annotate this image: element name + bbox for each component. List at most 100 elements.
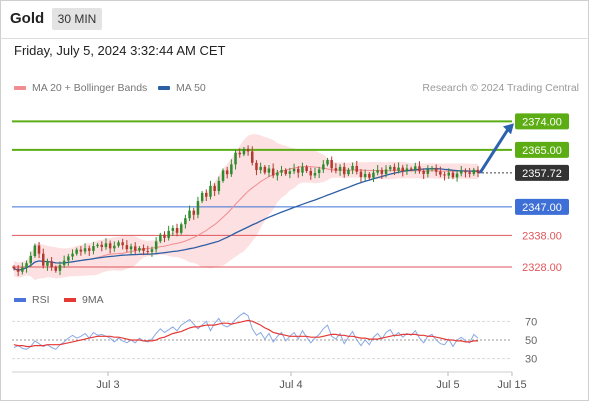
candle-body [138,248,141,251]
price-label: 2357.72 [522,168,562,180]
candle-body [447,172,450,176]
research-credit: Research © 2024 Trading Central [422,82,579,94]
candle-body [16,268,20,272]
candle-body [297,168,300,173]
price-label-group: 2365.00 [515,141,569,158]
candle-body [192,210,195,215]
candle-body [464,171,467,173]
candle-body [439,171,442,175]
candle-body [317,169,321,173]
candle-body [434,167,438,172]
candle-body [322,164,325,170]
candle-body [234,152,237,165]
candle-body [451,172,455,178]
candle-body [29,255,32,264]
candle-body [209,185,212,197]
candle-body [129,246,133,250]
price-label-box [515,198,569,215]
rsi-line [13,312,479,350]
candle-body [430,167,434,170]
candle-body [217,180,221,191]
candle-body [50,261,53,268]
candle-body [338,166,342,171]
legend-ma50: MA 50 [158,82,206,94]
candle-body [405,168,409,172]
price-label-group: 2374.00 [515,113,569,130]
candle-body [267,168,271,173]
candle-body [292,168,296,172]
candle-body [134,246,137,251]
candle-body [393,166,396,171]
candle-body [154,241,158,250]
rsi-tick-label: 30 [525,354,537,366]
candle-body [96,244,99,247]
candle-body [347,169,350,175]
candle-body [242,148,246,155]
candle-body [12,267,16,269]
candle-body [414,166,417,170]
candle-body [92,246,95,251]
price-label: 2374.00 [522,116,562,128]
candle-body [376,170,379,173]
rsi-ma-legend-label: 9MA [82,294,104,306]
candle-body [146,250,149,252]
candle-body [108,243,112,249]
forecast-arrow [478,128,510,174]
candle-body [188,210,191,219]
candle-body [284,170,287,174]
candle-body [184,218,187,225]
candle-body [67,256,70,261]
rsi-tick-label: 70 [525,316,537,328]
price-label: 2347.00 [522,202,562,214]
candle-body [363,173,367,178]
candle-body [62,260,66,266]
candle-body [171,228,175,231]
candle-body [196,201,200,215]
price-label: 2328.00 [522,262,562,274]
candle-body [355,166,358,172]
candle-body [54,267,57,271]
candle-body [426,169,430,174]
candle-body [334,168,338,171]
candle-body [372,172,375,178]
candle-body [343,166,346,175]
candle-body [271,168,275,176]
price-label: 2365.00 [522,145,562,157]
candle-body [259,166,262,171]
candle-body [238,152,241,155]
candle-body [200,192,204,202]
candle-body [37,245,41,254]
candle-body [359,171,363,178]
price-label-group: 2357.72 [515,164,569,181]
datetime-label: Friday, July 5, 2024 3:32:44 AM CET [14,43,226,58]
candle-body [468,172,471,174]
candle-body [42,253,45,266]
candle-body [230,164,233,175]
timeframe-button[interactable]: 30 MIN [52,8,102,30]
candle-body [167,230,170,238]
candle-body [455,173,459,178]
candle-body [251,151,254,163]
candle-body [159,234,162,242]
candle-body [397,167,400,171]
candle-body [88,248,91,251]
candle-body [476,169,480,173]
candle-body [351,166,354,170]
candle-body [330,160,333,169]
price-label-box [515,113,569,130]
ma50-line [13,168,479,271]
rsi-ma-line [13,319,478,348]
price-label-box [515,141,569,158]
price-label: 2338.00 [522,230,562,242]
candle-body [368,173,371,178]
time-tick-label: Jul 15 [497,379,526,391]
candle-body [180,224,183,233]
candle-body [326,160,329,165]
candle-body [175,228,179,233]
candle-body [113,245,116,249]
ma20-swatch [14,86,26,91]
candle-body [46,261,49,266]
candle-body [142,248,145,251]
candle-body [255,162,258,171]
